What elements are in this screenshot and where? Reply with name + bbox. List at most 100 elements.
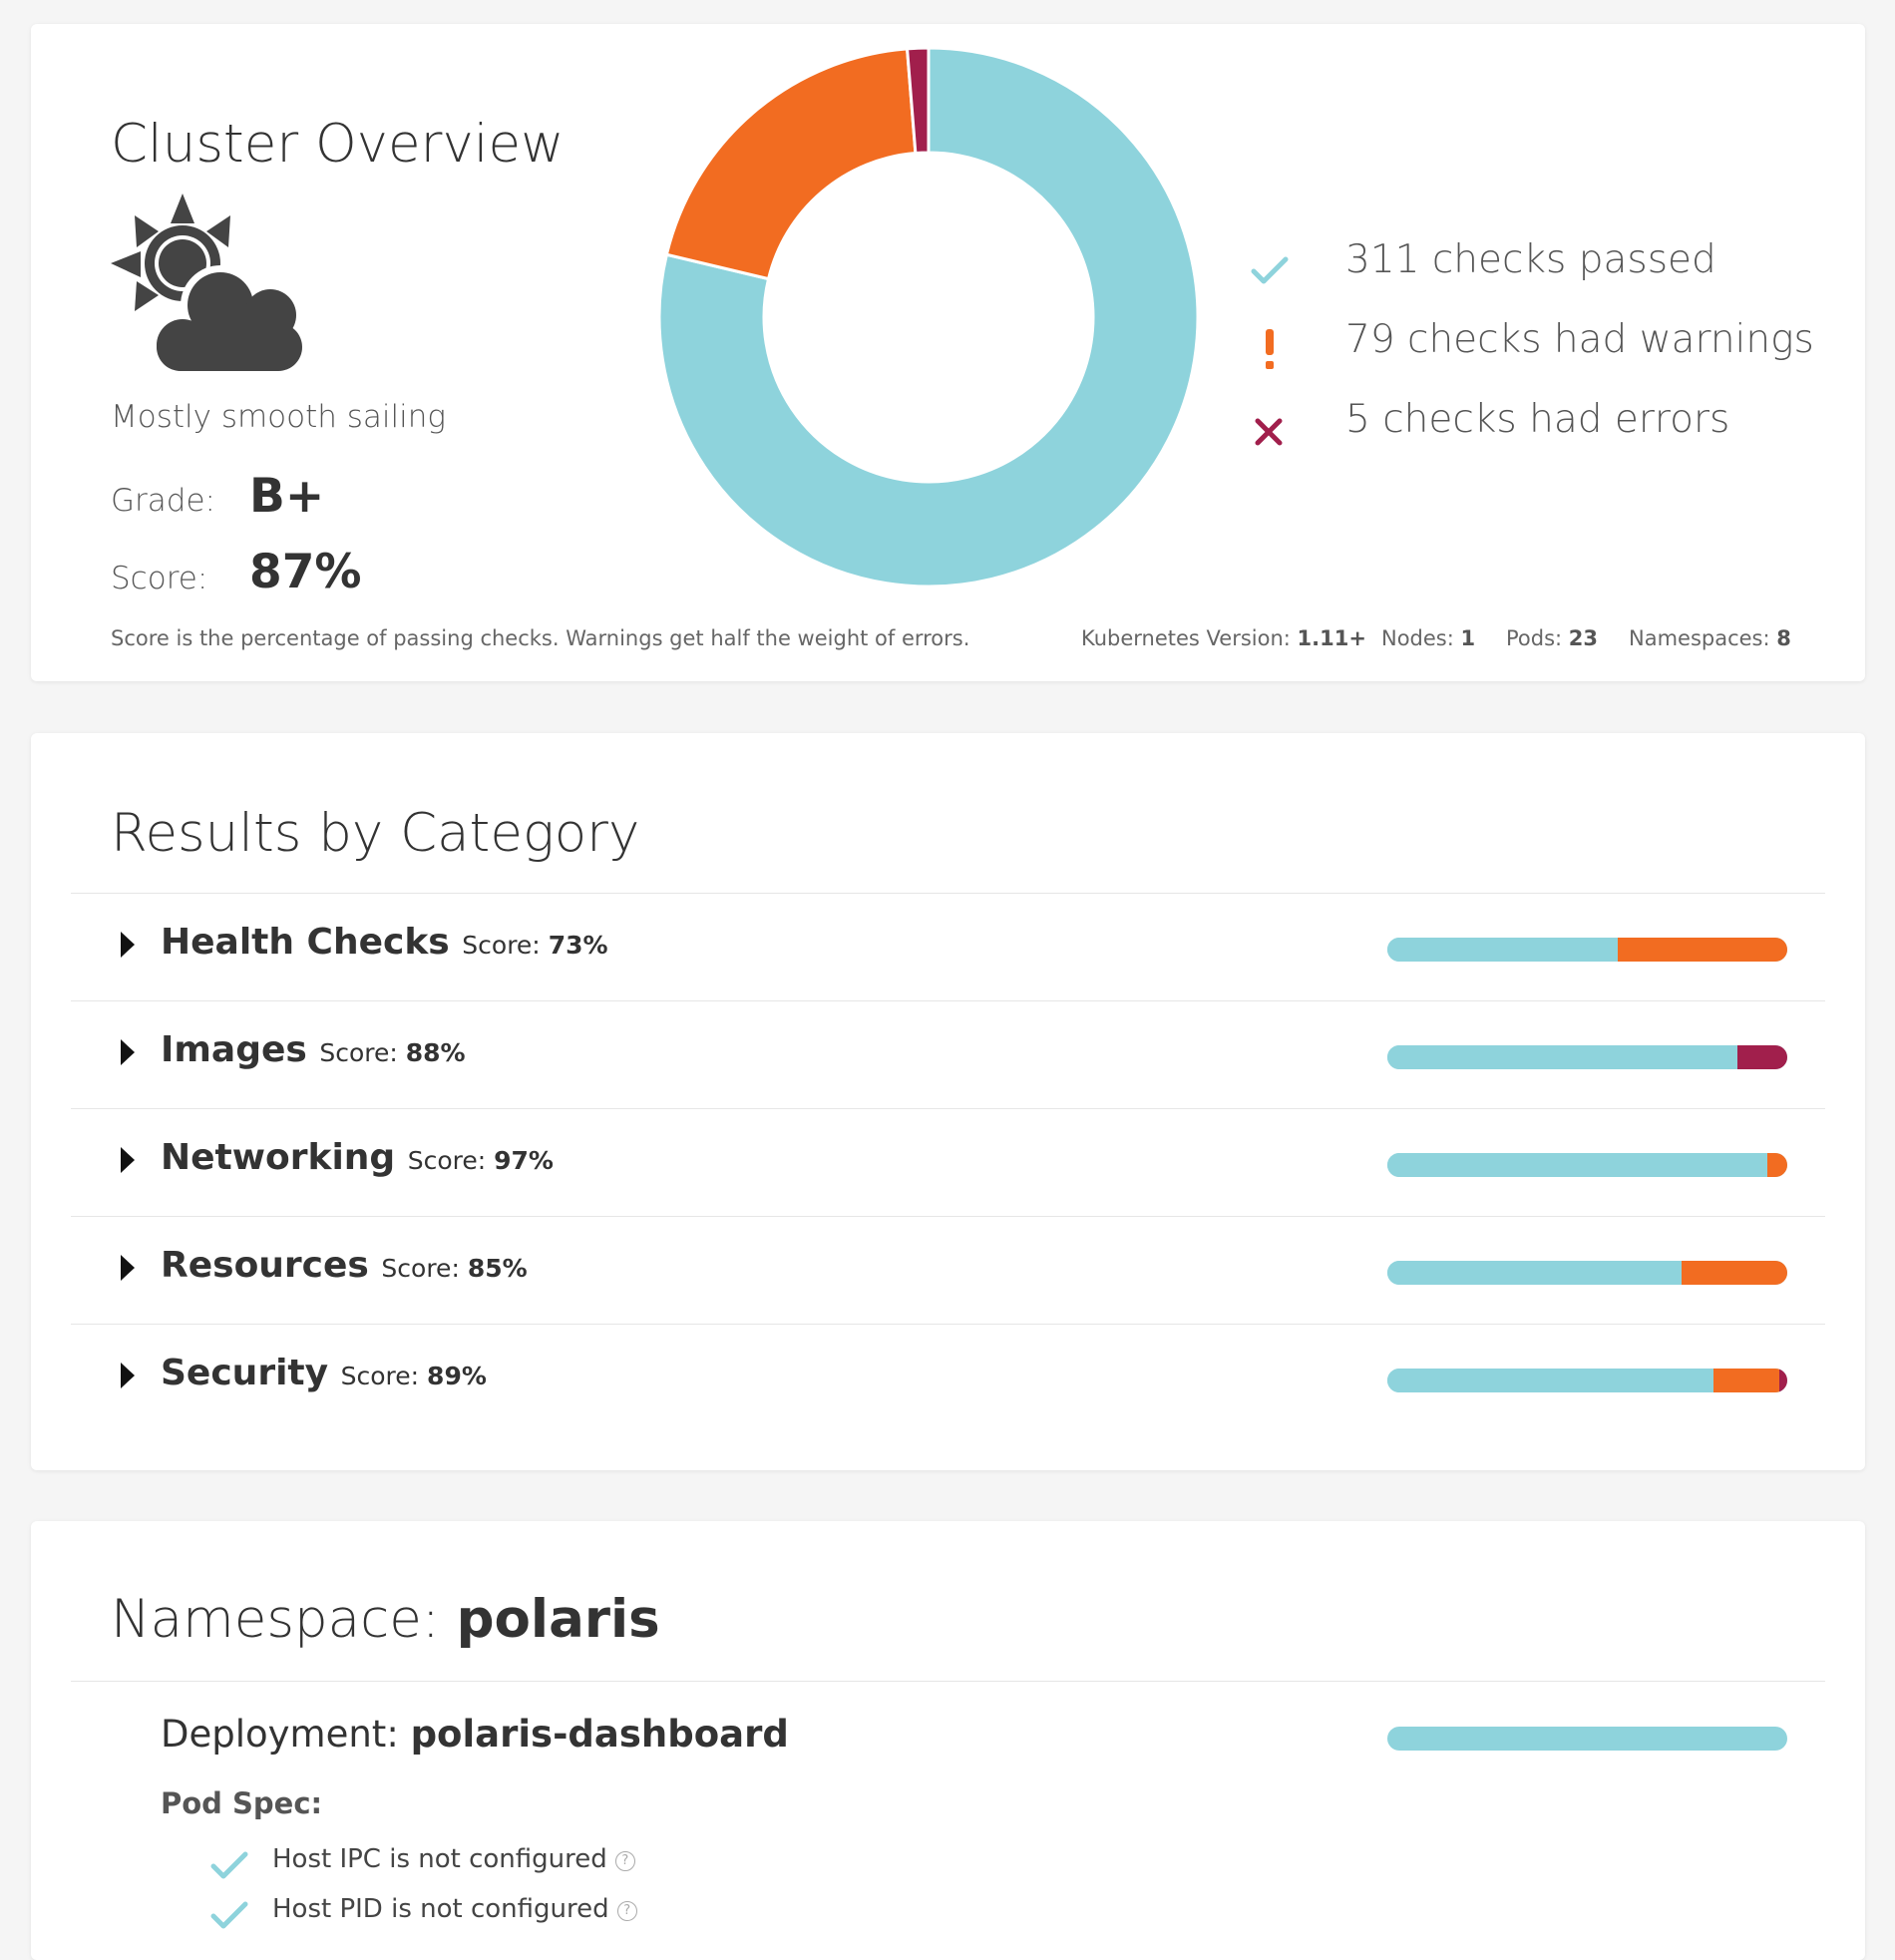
k8s-version-label: Kubernetes Version: xyxy=(1081,626,1291,650)
donut-slice-warnings xyxy=(664,48,918,281)
score-label: Score: xyxy=(340,1362,420,1390)
caret-right-icon[interactable] xyxy=(121,1255,135,1281)
help-icon[interactable]: ? xyxy=(614,1851,635,1871)
pods-count: Pods: 23 xyxy=(1506,626,1598,650)
category-title: Images xyxy=(161,1029,307,1070)
score-label: Score: xyxy=(462,931,541,960)
namespaces-label: Namespaces: xyxy=(1629,626,1770,650)
exclamation-icon xyxy=(1266,329,1274,369)
x-icon xyxy=(1255,418,1283,446)
bar-segment-warn xyxy=(1712,1369,1779,1392)
bar-segment-warn xyxy=(1766,1153,1787,1177)
donut-slice-errors xyxy=(905,48,931,156)
score-label: Score: xyxy=(111,561,208,596)
score-value: 89% xyxy=(427,1362,487,1390)
help-icon[interactable]: ? xyxy=(616,1901,637,1921)
weather-description: Mostly smooth sailing xyxy=(111,399,447,435)
category-title: Security xyxy=(161,1353,329,1393)
check-icon xyxy=(210,1901,248,1929)
caret-right-icon[interactable] xyxy=(121,1039,135,1065)
results-by-category-card: Results by Category Health Checks Score:… xyxy=(31,733,1865,1470)
namespaces-count: Namespaces: 8 xyxy=(1629,626,1791,650)
divider xyxy=(71,1324,1825,1325)
bar-segment-pass xyxy=(1387,1045,1737,1069)
score-footnote: Score is the percentage of passing check… xyxy=(111,626,970,650)
bar-segment-error xyxy=(1736,1045,1787,1069)
score-value: 97% xyxy=(494,1146,554,1175)
nodes-value: 1 xyxy=(1460,626,1476,650)
nodes-label: Nodes: xyxy=(1381,626,1454,650)
pod-spec-label: Pod Spec: xyxy=(161,1786,323,1820)
bar-segment-error xyxy=(1778,1369,1787,1392)
bar-segment-warn xyxy=(1617,938,1787,962)
k8s-version: Kubernetes Version: 1.11+ xyxy=(1081,626,1366,650)
check-text-wrap: Host IPC is not configured? xyxy=(272,1844,635,1874)
score-value: 88% xyxy=(405,1038,466,1067)
namespace-label: Namespace: xyxy=(111,1589,440,1650)
check-text: Host PID is not configured xyxy=(272,1894,609,1924)
deployment-title: Deployment: polaris-dashboard xyxy=(161,1713,789,1756)
category-score: Score: 85% xyxy=(381,1254,527,1283)
grade-label: Grade: xyxy=(111,483,215,519)
category-name: Networking Score: 97% xyxy=(161,1137,554,1178)
nodes-count: Nodes: 1 xyxy=(1381,626,1475,650)
category-name: Health Checks Score: 73% xyxy=(161,922,608,963)
caret-right-icon[interactable] xyxy=(121,1147,135,1173)
category-progress-bar xyxy=(1387,1261,1787,1285)
namespace-card: Namespace: polaris Deployment: polaris-d… xyxy=(31,1521,1865,1960)
category-progress-bar xyxy=(1387,1153,1787,1177)
bar-segment-pass xyxy=(1387,1727,1787,1751)
donut-slice-passed xyxy=(659,48,1198,587)
check-text: Host IPC is not configured xyxy=(272,1844,607,1874)
category-row-resources[interactable]: Resources Score: 85% xyxy=(31,1217,1865,1324)
caret-right-icon[interactable] xyxy=(121,1363,135,1388)
cluster-overview-title: Cluster Overview xyxy=(111,114,565,175)
category-score: Score: 89% xyxy=(341,1362,487,1390)
category-row-health-checks[interactable]: Health Checks Score: 73% xyxy=(31,894,1865,1000)
divider xyxy=(71,1108,1825,1109)
category-row-images[interactable]: Images Score: 88% xyxy=(31,1001,1865,1108)
deployment-progress-bar xyxy=(1387,1727,1787,1751)
bar-segment-pass xyxy=(1387,1153,1767,1177)
deployment-name: polaris-dashboard xyxy=(410,1713,789,1756)
check-icon xyxy=(1251,256,1289,284)
category-name: Resources Score: 85% xyxy=(161,1245,528,1286)
bar-segment-pass xyxy=(1387,1369,1713,1392)
category-row-networking[interactable]: Networking Score: 97% xyxy=(31,1109,1865,1216)
namespaces-value: 8 xyxy=(1776,626,1791,650)
partly-cloudy-icon xyxy=(111,194,302,375)
namespace-name: polaris xyxy=(456,1589,660,1650)
score-label: Score: xyxy=(381,1254,460,1283)
score-value: 85% xyxy=(467,1254,528,1283)
category-row-security[interactable]: Security Score: 89% xyxy=(31,1325,1865,1431)
deployment-label: Deployment: xyxy=(161,1713,399,1756)
category-title: Health Checks xyxy=(161,922,450,963)
divider xyxy=(71,893,1825,894)
divider xyxy=(71,1000,1825,1001)
k8s-version-value: 1.11+ xyxy=(1297,626,1366,650)
category-score: Score: 73% xyxy=(462,931,607,960)
category-title: Networking xyxy=(161,1137,396,1178)
legend-passed-text: 311 checks passed xyxy=(1345,237,1716,282)
legend-warnings-text: 79 checks had warnings xyxy=(1345,317,1814,362)
grade-value: B+ xyxy=(249,469,325,524)
score-label: Score: xyxy=(407,1146,487,1175)
score-label: Score: xyxy=(319,1038,398,1067)
score-value: 73% xyxy=(548,931,608,960)
results-by-category-title: Results by Category xyxy=(111,803,640,864)
check-text-wrap: Host PID is not configured? xyxy=(272,1894,637,1924)
bar-segment-warn xyxy=(1681,1261,1787,1285)
caret-right-icon[interactable] xyxy=(121,932,135,958)
category-name: Images Score: 88% xyxy=(161,1029,466,1070)
pods-label: Pods: xyxy=(1506,626,1563,650)
category-score: Score: 97% xyxy=(408,1146,554,1175)
cluster-overview-card: Cluster Overview Mostly smooth sailing xyxy=(31,24,1865,681)
category-title: Resources xyxy=(161,1245,369,1286)
divider xyxy=(71,1681,1825,1682)
checks-donut-chart xyxy=(659,48,1198,587)
check-icon xyxy=(210,1851,248,1879)
category-progress-bar xyxy=(1387,1369,1787,1392)
category-progress-bar xyxy=(1387,938,1787,962)
score-value: 87% xyxy=(249,545,362,599)
category-score: Score: 88% xyxy=(319,1038,465,1067)
